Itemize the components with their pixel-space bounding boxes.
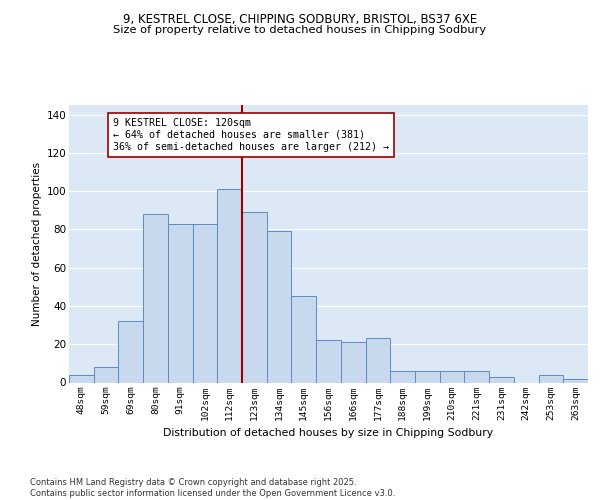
Bar [168,224,193,382]
Bar [415,371,440,382]
Bar [292,296,316,382]
Bar [118,322,143,382]
Bar [242,212,267,382]
Bar [69,375,94,382]
Bar [341,342,365,382]
Text: 9, KESTREL CLOSE, CHIPPING SODBURY, BRISTOL, BS37 6XE: 9, KESTREL CLOSE, CHIPPING SODBURY, BRIS… [123,12,477,26]
Bar [365,338,390,382]
Bar [267,232,292,382]
Bar [217,189,242,382]
X-axis label: Distribution of detached houses by size in Chipping Sodbury: Distribution of detached houses by size … [163,428,494,438]
Text: Size of property relative to detached houses in Chipping Sodbury: Size of property relative to detached ho… [113,25,487,35]
Bar [193,224,217,382]
Bar [94,367,118,382]
Bar [489,377,514,382]
Bar [143,214,168,382]
Bar [539,375,563,382]
Bar [464,371,489,382]
Text: 9 KESTREL CLOSE: 120sqm
← 64% of detached houses are smaller (381)
36% of semi-d: 9 KESTREL CLOSE: 120sqm ← 64% of detache… [113,118,389,152]
Bar [563,378,588,382]
Bar [390,371,415,382]
Text: Contains HM Land Registry data © Crown copyright and database right 2025.
Contai: Contains HM Land Registry data © Crown c… [30,478,395,498]
Y-axis label: Number of detached properties: Number of detached properties [32,162,43,326]
Bar [440,371,464,382]
Bar [316,340,341,382]
